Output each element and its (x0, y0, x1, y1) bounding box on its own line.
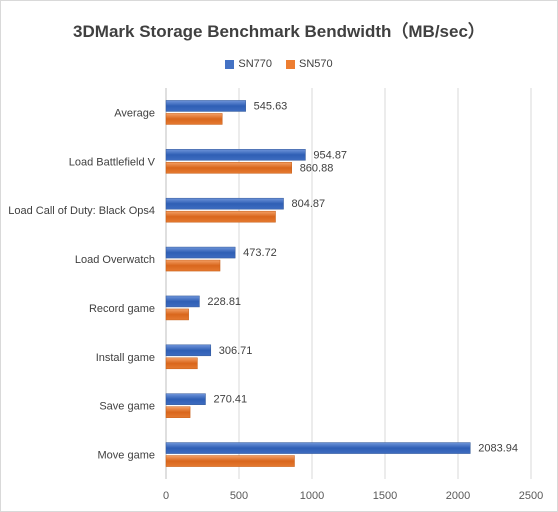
category-label: Move game (98, 450, 155, 462)
x-tick-label: 1000 (300, 490, 324, 502)
bar-sn570 (165, 406, 191, 418)
x-tick-label: 500 (230, 490, 248, 502)
x-tick-label: 2500 (519, 490, 543, 502)
x-tick-label: 2000 (446, 490, 470, 502)
category-label: Load Overwatch (75, 254, 155, 266)
x-tick-label: 0 (163, 490, 169, 502)
data-label: 306.71 (219, 345, 253, 357)
legend-item-sn770: SN770 (225, 58, 272, 70)
bar-sn770 (165, 344, 212, 357)
legend-label-sn770: SN770 (238, 58, 272, 70)
bar-sn770 (165, 295, 200, 308)
data-label: 860.88 (300, 162, 334, 174)
category-label: Load Battlefield V (69, 156, 156, 168)
bar-sn570 (165, 357, 198, 370)
bar-sn770 (165, 393, 206, 405)
data-label: 228.81 (207, 296, 241, 308)
bar-sn570 (165, 162, 292, 174)
bar-sn770 (165, 100, 246, 112)
bar-sn770 (165, 149, 306, 161)
bar-sn770 (165, 442, 471, 454)
category-label: Record game (89, 303, 155, 315)
data-label: 804.87 (292, 198, 326, 210)
chart-legend: SN770 SN570 (1, 58, 557, 70)
chart-title: 3DMark Storage Benchmark Bendwidth（MB/se… (73, 22, 485, 41)
category-label: Average (114, 107, 155, 119)
legend-item-sn570: SN570 (286, 58, 333, 70)
data-label: 2083.94 (478, 443, 518, 455)
bar-sn570 (165, 455, 295, 467)
category-label: Save game (99, 401, 155, 413)
bar-sn770 (165, 246, 236, 259)
bar-sn570 (165, 308, 189, 321)
legend-swatch-sn570 (286, 59, 295, 69)
bar-sn570 (165, 113, 223, 125)
data-label: 473.72 (243, 247, 277, 259)
bar-sn570 (165, 259, 221, 272)
category-label: Load Call of Duty: Black Ops4 (8, 205, 155, 217)
data-label: 545.63 (254, 100, 288, 112)
bar-sn770 (165, 197, 284, 210)
category-label: Install game (96, 352, 155, 364)
data-label: 270.41 (213, 394, 247, 406)
legend-swatch-sn770 (225, 59, 235, 69)
legend-label-sn570: SN570 (299, 58, 333, 70)
data-label: 954.87 (313, 149, 347, 161)
x-tick-label: 1500 (373, 490, 397, 502)
bar-sn570 (165, 210, 276, 223)
